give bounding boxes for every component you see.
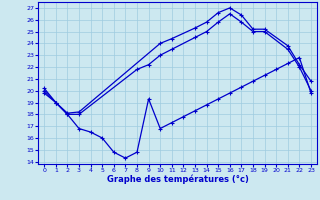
X-axis label: Graphe des températures (°c): Graphe des températures (°c)	[107, 175, 249, 184]
